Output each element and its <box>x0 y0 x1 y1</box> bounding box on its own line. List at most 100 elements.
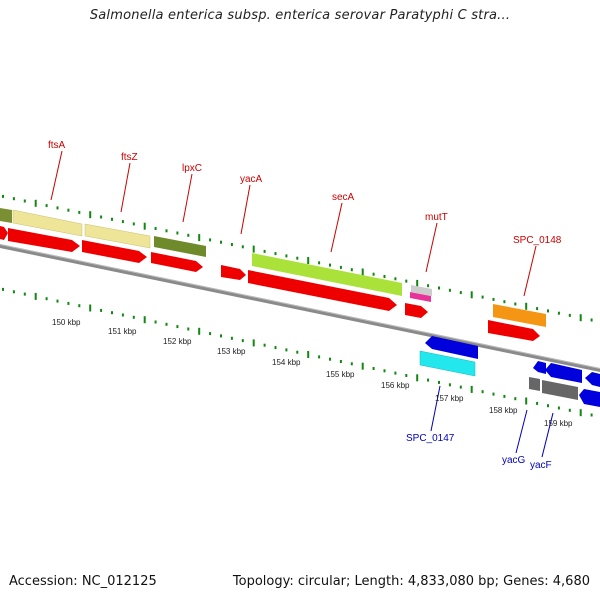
bottom-tick-27 <box>296 350 299 354</box>
bottom-tick-51 <box>557 406 560 410</box>
gene-box-lpxC[interactable] <box>154 236 206 257</box>
top-tick-22 <box>241 245 244 249</box>
bottom-tick-8 <box>89 304 92 312</box>
gene-box-SPC_0148[interactable] <box>493 304 546 327</box>
label-ftsZ[interactable]: ftsZ <box>121 152 138 163</box>
cds-arrow-yacG[interactable] <box>533 361 546 374</box>
cds-arrow-right-1[interactable] <box>585 372 600 387</box>
gene-box-secA[interactable] <box>252 253 402 296</box>
top-tick-39 <box>427 284 430 288</box>
cds-arrow-right-2[interactable] <box>579 389 600 407</box>
bottom-tick-13 <box>143 316 146 324</box>
top-tick-26 <box>285 254 288 258</box>
top-tick-40 <box>438 286 440 290</box>
bottom-tick-17 <box>187 327 190 331</box>
label-mutT[interactable]: mutT <box>425 212 448 223</box>
top-tick-9 <box>100 215 103 219</box>
leader-SPC_0147 <box>430 385 441 432</box>
top-tick-10 <box>111 217 113 221</box>
top-tick-51 <box>557 311 560 315</box>
kbp-label-155: 155 kbp <box>326 370 355 379</box>
top-tick-6 <box>67 208 70 212</box>
label-yacG[interactable]: yacG <box>502 455 526 466</box>
label-SPC_0148[interactable]: SPC_0148 <box>513 235 562 246</box>
leader-secA <box>330 202 343 253</box>
top-tick-54 <box>590 318 593 322</box>
cds-arrow-SPC_0148[interactable] <box>488 320 540 341</box>
top-tick-3 <box>34 199 37 207</box>
top-tick-14 <box>154 227 157 230</box>
gene-box-ftsA[interactable] <box>12 209 83 237</box>
bottom-tick-3 <box>34 292 37 300</box>
top-strand-genes <box>0 208 546 327</box>
top-tick-17 <box>187 233 190 237</box>
bottom-tick-15 <box>165 322 168 326</box>
bottom-tick-row <box>2 287 593 417</box>
cds-arrow-yacA[interactable] <box>221 265 246 280</box>
gene-box-yacF-gray[interactable] <box>542 380 578 400</box>
label-yacF[interactable]: yacF <box>530 460 552 471</box>
top-tick-42 <box>459 291 462 295</box>
top-tick-45 <box>492 297 495 301</box>
bottom-tick-0 <box>2 287 4 291</box>
label-yacA[interactable]: yacA <box>240 174 263 185</box>
bottom-tick-4 <box>45 297 48 301</box>
cds-arrow-SPC_0147[interactable] <box>425 336 478 359</box>
top-tick-5 <box>56 206 59 210</box>
bottom-tick-41 <box>448 383 451 387</box>
bottom-tick-10 <box>111 311 113 315</box>
top-tick-41 <box>448 288 451 292</box>
bottom-tick-33 <box>361 362 364 370</box>
gene-box-mutT-pink[interactable] <box>410 292 431 302</box>
bottom-tick-23 <box>252 339 255 347</box>
cds-arrow-secA[interactable] <box>248 270 397 311</box>
label-ftsA[interactable]: ftsA <box>48 140 66 151</box>
bottom-tick-52 <box>568 408 571 412</box>
top-tick-16 <box>176 231 179 235</box>
cds-arrow-lpxC[interactable] <box>151 252 203 272</box>
bottom-tick-47 <box>514 397 517 401</box>
bottom-tick-54 <box>590 413 593 417</box>
bottom-tick-25 <box>274 346 277 350</box>
bottom-tick-16 <box>176 325 179 329</box>
map-title: Salmonella enterica subsp. enterica sero… <box>89 8 511 23</box>
bottom-tick-37 <box>405 374 408 377</box>
bottom-tick-20 <box>220 334 222 338</box>
top-tick-21 <box>230 243 233 246</box>
top-tick-49 <box>536 307 539 311</box>
gene-box-SPC_0147[interactable] <box>419 350 476 377</box>
bottom-tick-19 <box>209 332 212 336</box>
gene-box-mutT-gray[interactable] <box>411 285 432 296</box>
reverse-strand-genes <box>419 336 600 407</box>
gene-box-yacG-gray[interactable] <box>529 377 540 391</box>
label-lpxC[interactable]: lpxC <box>182 163 202 174</box>
bottom-tick-14 <box>154 320 157 324</box>
accession-text: Accession: NC_012125 <box>9 574 157 589</box>
cds-arrow-ftsZ[interactable] <box>82 240 147 263</box>
bottom-tick-21 <box>230 336 233 340</box>
top-tick-27 <box>296 256 299 260</box>
bottom-tick-45 <box>492 392 495 396</box>
gene-box-ftsZ[interactable] <box>84 223 151 249</box>
top-tick-13 <box>143 222 146 230</box>
bottom-tick-50 <box>547 404 549 408</box>
label-secA[interactable]: secA <box>332 192 355 203</box>
label-SPC_0147[interactable]: SPC_0147 <box>406 433 455 444</box>
top-tick-15 <box>165 229 168 233</box>
top-tick-47 <box>514 302 517 306</box>
top-tick-7 <box>78 210 81 214</box>
cds-arrow-yacF[interactable] <box>545 363 582 383</box>
bottom-tick-35 <box>383 369 386 373</box>
kbp-label-158: 158 kbp <box>489 406 518 415</box>
cds-arrow-ftsA[interactable] <box>8 228 80 252</box>
bottom-tick-49 <box>536 401 539 405</box>
bottom-tick-32 <box>350 362 353 366</box>
bottom-tick-5 <box>56 299 59 303</box>
gene-box-left-green[interactable] <box>0 208 12 223</box>
bottom-tick-44 <box>481 390 484 394</box>
top-tick-44 <box>481 295 484 299</box>
cds-arrow-mutT[interactable] <box>405 303 428 318</box>
top-tick-38 <box>416 279 419 287</box>
cds-arrow-1[interactable] <box>0 226 8 240</box>
top-tick-23 <box>252 245 255 253</box>
